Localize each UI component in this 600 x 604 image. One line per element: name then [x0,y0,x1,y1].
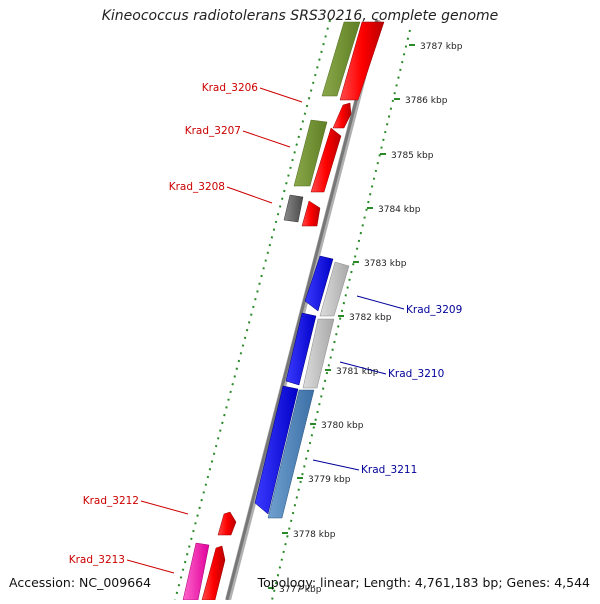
gene-krad-3209-blue [304,255,334,312]
gene-krad-3207-green [293,119,328,187]
gene-krad-3213 [201,545,226,601]
gene-labels: Krad_3206 Krad_3207 Krad_3208 Krad_3209 Krad… [69,82,462,574]
gene-krad-3206 [332,102,352,129]
gene-label[interactable]: Krad_3213 [69,554,125,566]
label-leader-line [226,186,273,204]
tick-label: 3783 kbp [364,259,407,269]
tick-label: 3787 kbp [420,42,463,52]
tick-label: 3782 kbp [349,313,392,323]
tick-label: 3781 kbp [336,367,379,377]
gene-krad-3211-steel [267,389,315,519]
label-leader-line [140,500,189,515]
tick-label: 3785 kbp [391,151,434,161]
tick-label: 3779 kbp [308,475,351,485]
accession: Accession: NC_009664 [9,575,152,590]
label-leader-line [356,295,405,310]
genome-backbone [225,19,379,601]
gene-red-top [339,21,385,101]
gene-krad-3210-grey [302,318,335,389]
gene-label[interactable]: Krad_3210 [388,368,444,380]
gene-label[interactable]: Krad_3207 [185,125,241,137]
tick-label: 3784 kbp [378,205,421,215]
gene-krad-3210-blue [285,312,317,386]
gene-krad-3211-blue [254,385,299,515]
gene-features [182,21,385,601]
gene-label[interactable]: Krad_3208 [169,181,225,193]
label-leader-line [312,459,360,471]
gene-label[interactable]: Krad_3212 [83,495,139,507]
tick-label: 3786 kbp [405,96,448,106]
gene-krad-3209-grey [319,261,350,317]
label-leader-line [339,361,387,375]
coordinate-ticks: 3787 kbp 3786 kbp 3785 kbp 3784 kbp 3783 kbp… [268,42,463,595]
gene-label[interactable]: Krad_3211 [361,464,417,476]
map-title: Kineococcus radiotolerans SRS30216, comp… [101,8,499,24]
label-leader-line [242,130,291,148]
right-dotted-guide [271,29,411,601]
gene-green-top [321,21,361,97]
label-leader-line [126,559,175,574]
tick-label: 3780 kbp [321,421,364,431]
tick-label: 3778 kbp [293,530,336,540]
genome-summary: Topology: linear; Length: 4,761,183 bp; … [257,575,590,590]
label-leader-line [259,87,303,103]
gene-krad-3212 [217,511,237,536]
gene-krad-3207 [310,127,342,193]
tick-label: 3777 kbp [279,585,322,595]
gene-label[interactable]: Krad_3206 [202,82,259,94]
gene-label[interactable]: Krad_3209 [406,304,462,316]
gene-krad-3208-dark [283,194,304,223]
gene-krad-3208 [301,200,321,227]
